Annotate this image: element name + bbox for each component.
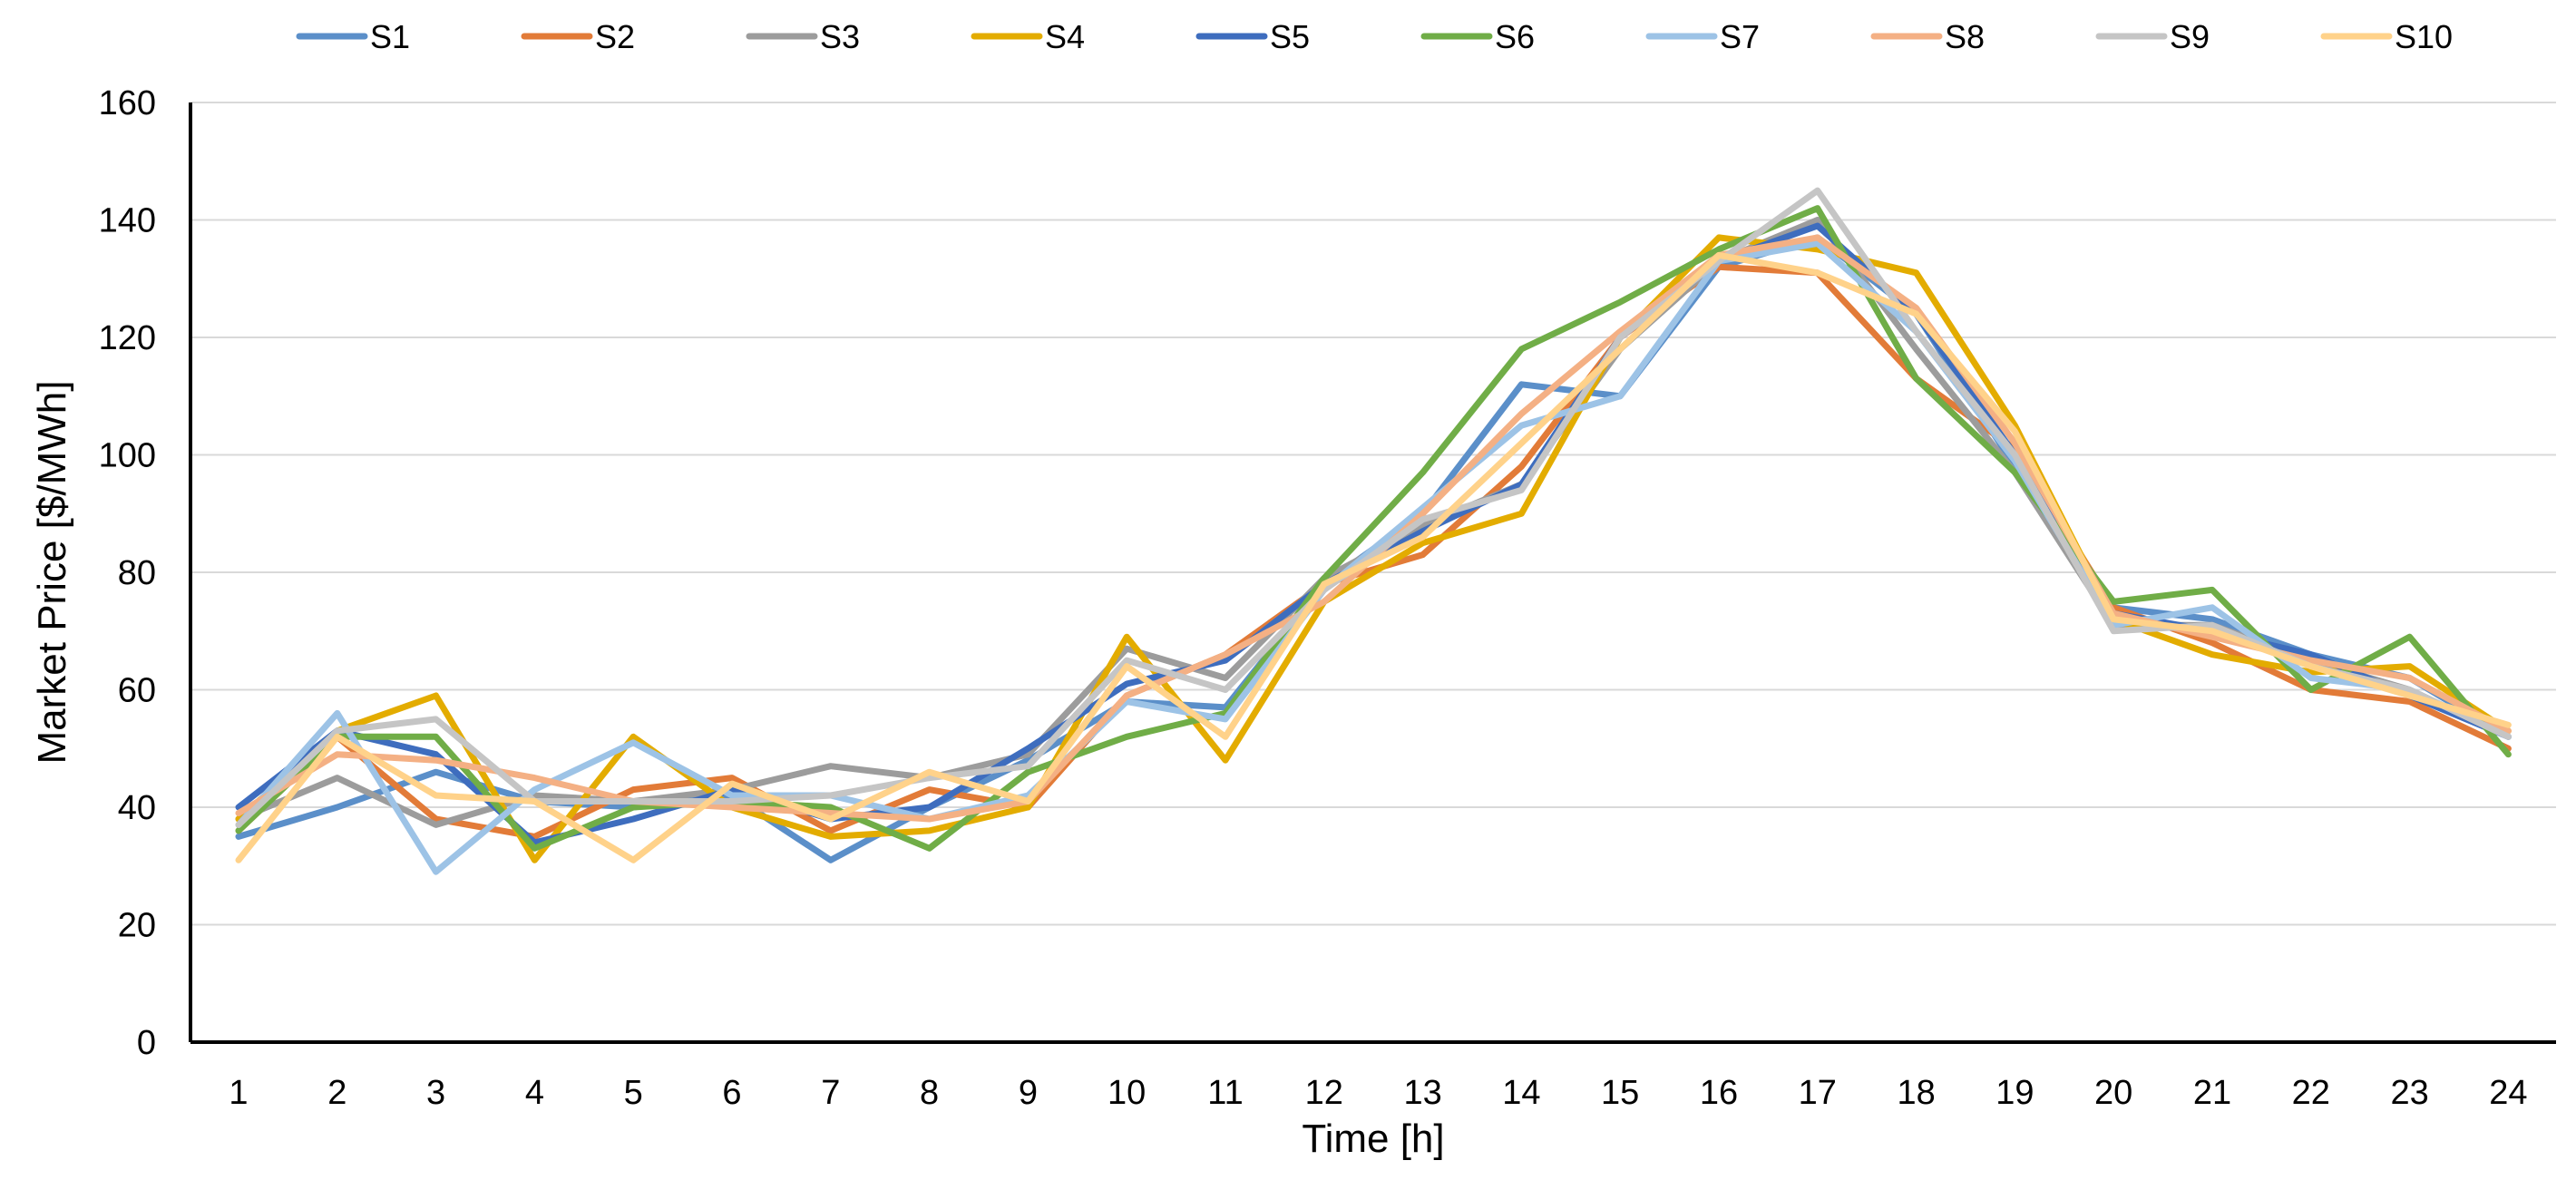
- series-lines: [235, 187, 2512, 875]
- x-tick-label: 2: [327, 1074, 346, 1112]
- x-tick-label: 12: [1305, 1074, 1343, 1112]
- x-tick-label: 13: [1403, 1074, 1441, 1112]
- legend-label: S6: [1495, 18, 1535, 55]
- legend-item-s8: S8: [1870, 18, 1985, 55]
- legend-item-s7: S7: [1645, 18, 1760, 55]
- legend-item-s1: S1: [296, 18, 410, 55]
- x-axis-title: Time [h]: [1302, 1117, 1444, 1161]
- y-axis-title: Market Price [$/MWh]: [30, 381, 74, 765]
- x-tick-label: 18: [1897, 1074, 1935, 1112]
- x-tick-label: 7: [821, 1074, 840, 1112]
- x-tick-label: 14: [1502, 1074, 1540, 1112]
- legend-label: S9: [2170, 18, 2210, 55]
- series-line-s10: [235, 251, 2512, 863]
- y-tick-label: 120: [99, 319, 156, 357]
- x-tick-label: 8: [920, 1074, 939, 1112]
- legend-label: S2: [595, 18, 635, 55]
- legend-item-s10: S10: [2320, 18, 2453, 55]
- x-tick-label: 4: [525, 1074, 544, 1112]
- legend-label: S5: [1270, 18, 1310, 55]
- y-tick-label: 140: [99, 202, 156, 240]
- x-tick-label: 5: [624, 1074, 643, 1112]
- legend-item-s4: S4: [971, 18, 1085, 55]
- legend-label: S4: [1045, 18, 1085, 55]
- axes: [189, 102, 2556, 1044]
- y-tick-label: 20: [118, 907, 156, 945]
- series-line-s5: [235, 222, 2512, 846]
- legend-label: S10: [2395, 18, 2453, 55]
- x-tick-label: 11: [1207, 1074, 1243, 1112]
- x-tick-label: 17: [1799, 1074, 1837, 1112]
- y-tick-label: 100: [99, 437, 156, 475]
- x-tick-label: 22: [2292, 1074, 2330, 1112]
- x-tick-label: 10: [1107, 1074, 1146, 1112]
- x-tick-label: 15: [1601, 1074, 1639, 1112]
- series-line-s6: [235, 205, 2512, 852]
- legend-item-s9: S9: [2095, 18, 2210, 55]
- y-tick-label: 0: [137, 1024, 156, 1062]
- x-tick-label: 23: [2390, 1074, 2428, 1112]
- x-tick-label: 24: [2489, 1074, 2527, 1112]
- x-tick-label: 3: [426, 1074, 445, 1112]
- legend-item-s5: S5: [1195, 18, 1310, 55]
- y-tick-label: 160: [99, 84, 156, 122]
- legend-item-s3: S3: [746, 18, 860, 55]
- x-tick-label: 19: [1995, 1074, 2034, 1112]
- y-tick-label: 80: [118, 554, 156, 592]
- x-tick-label: 9: [1019, 1074, 1038, 1112]
- legend-label: S7: [1720, 18, 1760, 55]
- legend-label: S8: [1945, 18, 1985, 55]
- series-line-s9: [235, 187, 2512, 828]
- x-tick-label: 6: [722, 1074, 741, 1112]
- legend-label: S1: [370, 18, 410, 55]
- legend-label: S3: [820, 18, 860, 55]
- legend-item-s6: S6: [1420, 18, 1535, 55]
- x-tick-label: 16: [1700, 1074, 1738, 1112]
- x-tick-label: 21: [2193, 1074, 2231, 1112]
- y-tick-label: 60: [118, 672, 156, 710]
- legend: S1 S2 S3 S4 S5 S6 S7 S8 S9 S10: [296, 18, 2453, 55]
- legend-item-s2: S2: [521, 18, 635, 55]
- x-tick-label: 20: [2094, 1074, 2132, 1112]
- y-tick-label: 40: [118, 789, 156, 827]
- x-tick-label: 1: [229, 1074, 248, 1112]
